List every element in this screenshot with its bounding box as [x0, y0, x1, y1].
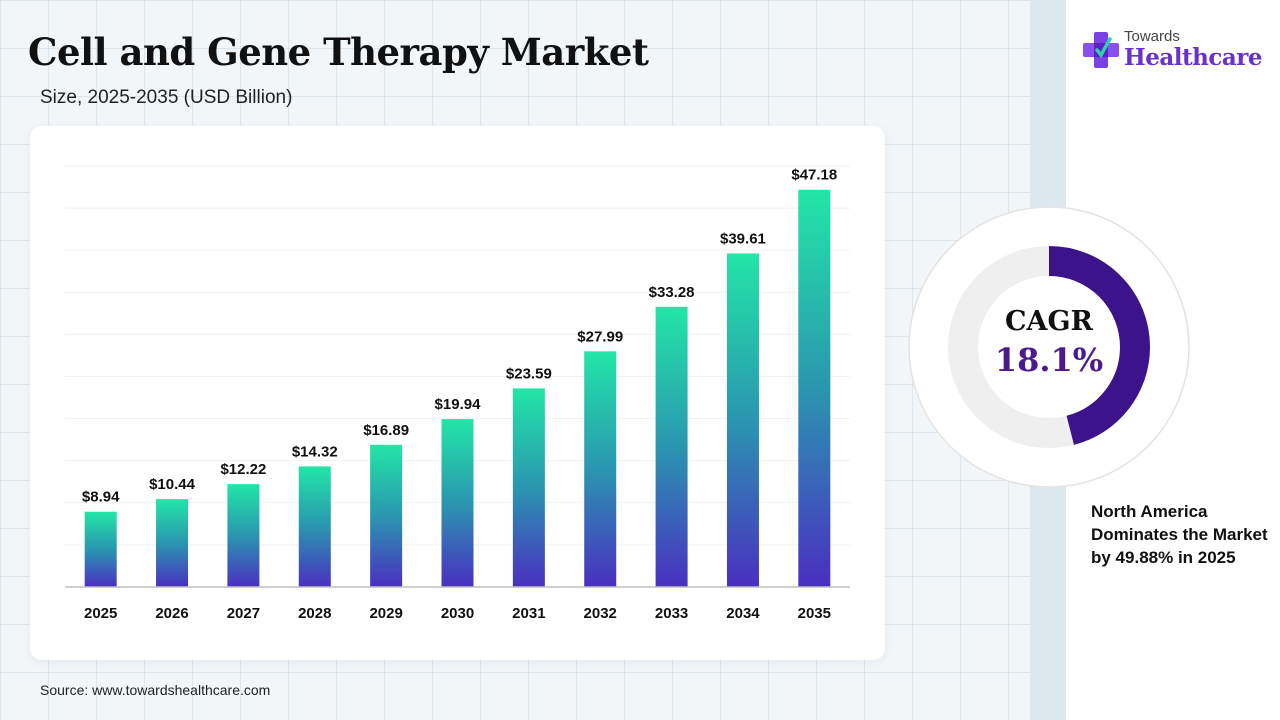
x-tick-2033: 2033 [655, 605, 688, 622]
x-tick-2035: 2035 [798, 605, 831, 622]
cagr-value: 18.1% [994, 341, 1104, 379]
value-label-2029: $16.89 [363, 422, 409, 439]
page-title: Cell and Gene Therapy Market [28, 30, 649, 74]
bar-2034 [726, 253, 759, 587]
logo-text-brand: Healthcare [1124, 44, 1263, 71]
bar-2027 [227, 484, 260, 587]
value-label-2030: $19.94 [435, 396, 482, 413]
source-credit: Source: www.towardshealthcare.com [40, 682, 271, 698]
bar-2035 [798, 189, 831, 588]
cagr-label: CAGR [1005, 306, 1093, 337]
value-label-2025: $8.94 [82, 489, 120, 506]
bar-2032 [584, 351, 617, 587]
bar-2033 [655, 306, 688, 587]
bar-chart: $8.94 $10.44 $12.22 $14.32 $16.89 $19.94 $23.5… [65, 165, 850, 622]
x-tick-2034: 2034 [726, 605, 760, 622]
value-label-2032: $27.99 [577, 328, 623, 345]
x-tick-2029: 2029 [369, 605, 402, 622]
value-labels: $8.94 $10.44 $12.22 $14.32 $16.89 $19.94 $23.5… [82, 167, 837, 506]
value-label-2031: $23.59 [506, 365, 552, 382]
bar-2029 [370, 444, 403, 587]
value-label-2034: $39.61 [720, 230, 766, 247]
cagr-progress-arc [948, 246, 1150, 448]
bar-2030 [441, 419, 474, 587]
value-label-2035: $47.18 [791, 167, 837, 184]
bar-2026 [156, 499, 189, 587]
page-subtitle: Size, 2025-2035 (USD Billion) [40, 87, 293, 108]
x-tick-2031: 2031 [512, 605, 545, 622]
x-tick-2027: 2027 [227, 605, 260, 622]
x-tick-2026: 2026 [155, 605, 188, 622]
x-tick-2025: 2025 [84, 605, 117, 622]
bar-2031 [512, 388, 545, 587]
bar-2025 [84, 511, 117, 587]
chart-card: $8.94 $10.44 $12.22 $14.32 $16.89 $19.94 $23.5… [30, 126, 885, 660]
x-axis-ticks: 2025 2026 2027 2028 2029 2030 2031 2032 2033 2034… [84, 605, 831, 622]
value-label-2027: $12.22 [220, 461, 266, 478]
bars [84, 189, 831, 588]
x-tick-2030: 2030 [441, 605, 474, 622]
bar-2028 [298, 466, 331, 587]
value-label-2026: $10.44 [149, 476, 196, 493]
value-label-2028: $14.32 [292, 443, 338, 460]
brand-logo: Towards Healthcare [1082, 28, 1263, 78]
value-label-2033: $33.28 [649, 284, 695, 301]
market-note: North America Dominates the Market by 49… [1091, 502, 1268, 567]
x-tick-2032: 2032 [584, 605, 617, 622]
logo-text-small: Towards [1124, 28, 1180, 45]
medical-cross-icon [1083, 32, 1119, 68]
x-tick-2028: 2028 [298, 605, 331, 622]
cagr-donut: CAGR 18.1% [908, 206, 1190, 488]
